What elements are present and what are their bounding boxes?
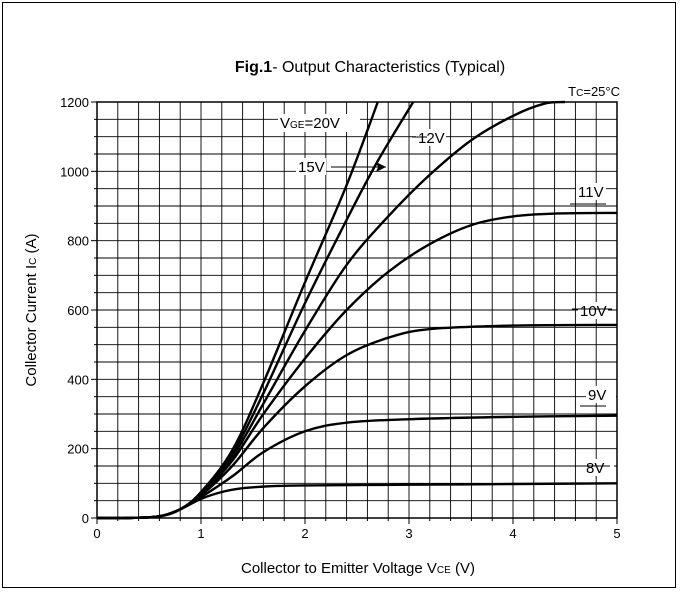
curve-label-background [586, 386, 616, 403]
x-tick-label: 0 [93, 526, 100, 541]
curve-label-background [416, 129, 446, 146]
condition-label: TC=25°C [568, 84, 620, 99]
x-tick-label: 2 [301, 526, 308, 541]
chart-title-rest: - Output Characteristics (Typical) [272, 59, 505, 76]
y-tick-label: 800 [67, 234, 89, 249]
y-tick-label: 0 [82, 511, 89, 526]
y-axis-label: Collector Current IC (A) [23, 233, 40, 386]
curve-label-background [296, 158, 326, 175]
grid [97, 102, 617, 518]
y-tick-label: 200 [67, 442, 89, 457]
x-axis-label: Collector to Emitter Voltage VCE (V) [241, 560, 475, 577]
curve-label: 15V [298, 159, 325, 176]
curve-label-background [584, 459, 614, 476]
y-tick-label: 1000 [60, 164, 89, 179]
chart-title: Fig.1- Output Characteristics (Typical) [235, 59, 505, 76]
curve-20v [96, 101, 379, 520]
curve-label: 8V [586, 460, 604, 477]
y-tick-label: 400 [67, 372, 89, 387]
tick-labels: 0 1 2 3 4 5 0 200 400 600 800 1000 1200 [60, 95, 621, 541]
curve-label-background [278, 114, 360, 132]
x-tick-label: 4 [509, 526, 516, 541]
curve-label: 11V [578, 184, 604, 201]
chart-title-bold: Fig.1 [235, 59, 272, 76]
curve-label-arrowhead [376, 162, 386, 172]
x-tick-label: 1 [197, 526, 204, 541]
curve-label-background [578, 302, 608, 319]
x-tick-label: 5 [613, 526, 620, 541]
y-tick-label: 1200 [60, 95, 89, 110]
curves [96, 100, 618, 520]
curve-labels: VGE=20V 15V 12V 11V 10V 9V 8V [278, 114, 616, 477]
curve-label: 10V [580, 303, 607, 320]
curve-label-background [576, 183, 606, 200]
x-tick-label: 3 [405, 526, 412, 541]
curve-label: VGE=20V [280, 115, 340, 132]
curve-label: 9V [588, 387, 606, 404]
plot-area-border [96, 101, 618, 519]
curve-label: 12V [418, 130, 445, 147]
y-tick-label: 600 [67, 303, 89, 318]
curve-11v [96, 211, 618, 520]
